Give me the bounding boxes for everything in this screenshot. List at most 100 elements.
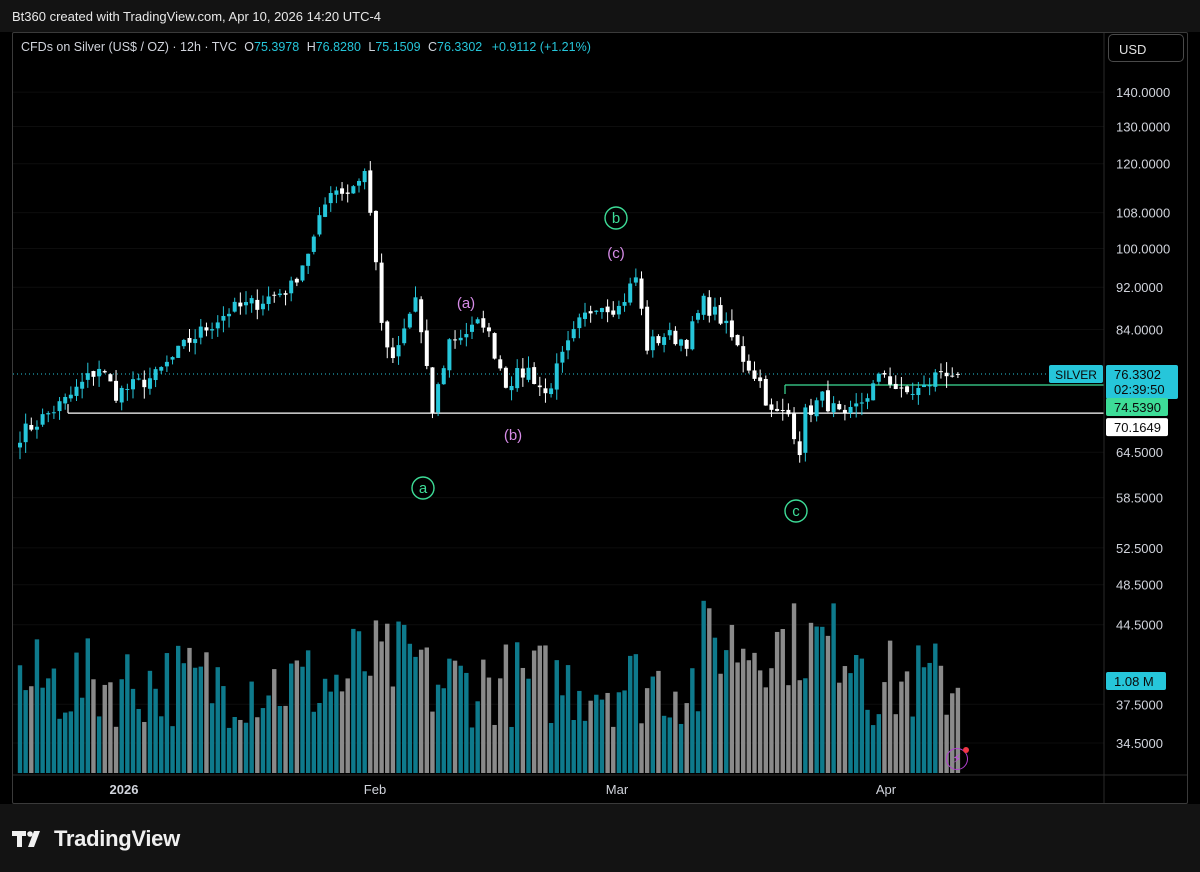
wave-label-c: (c) (607, 245, 625, 262)
volume-bar (695, 711, 701, 773)
lightning-bolt-icon[interactable]: ⚡ (946, 747, 969, 770)
volume-bar (520, 667, 526, 773)
volume-bar (780, 629, 785, 773)
volume-bar (808, 622, 814, 773)
volume-bar (746, 660, 752, 773)
volume-bar (96, 716, 102, 773)
candle-body (323, 204, 328, 217)
volume-bar (763, 687, 768, 773)
volume-bar (774, 631, 780, 773)
open-label: O (244, 40, 255, 54)
candle-body (656, 336, 661, 344)
candle-body (373, 210, 378, 263)
candle-body (147, 378, 152, 389)
volume-bar (430, 711, 435, 773)
tradingview-logo[interactable]: TradingView (12, 826, 180, 852)
candle-body (560, 351, 565, 363)
volume-bar (390, 686, 396, 773)
candle-body (690, 321, 695, 350)
volume-bar (209, 703, 215, 773)
candle-body (594, 310, 599, 312)
candle-body (283, 293, 288, 295)
volume-bar (588, 700, 593, 773)
volume-bar (515, 642, 520, 773)
volume-bar (735, 662, 740, 773)
volume-bar (543, 645, 548, 773)
candle-body (944, 372, 949, 377)
volume-bar (407, 643, 413, 773)
volume-bar (469, 727, 475, 773)
candle-body (97, 368, 102, 377)
volume-bar (249, 681, 254, 773)
candle-body (441, 368, 446, 385)
candle-body (464, 334, 469, 338)
candle-body (537, 385, 542, 388)
volume-bar (831, 603, 836, 773)
volume-bar (277, 705, 283, 773)
volume-bar (85, 638, 90, 773)
volume-bar (650, 676, 655, 773)
price-tick-label: 84.0000 (1116, 322, 1163, 337)
volume-bar (57, 718, 62, 773)
volume-bar (577, 690, 582, 773)
candle-body (712, 306, 717, 315)
footer-bar (0, 804, 1200, 872)
candle-body (430, 367, 435, 413)
candle-body (803, 407, 808, 453)
candle-body (509, 386, 514, 391)
volume-bar (605, 692, 610, 773)
candle-body (814, 400, 819, 417)
candle-body (470, 324, 474, 332)
candle-body (413, 297, 418, 312)
candle-body (735, 334, 740, 346)
candle-body (859, 402, 864, 404)
candle-body (746, 360, 751, 371)
candle-body (170, 357, 175, 360)
candle-body (419, 299, 424, 333)
candle-body (549, 388, 554, 395)
symbol-name: CFDs on Silver (US$ / OZ) · 12h · TVC (21, 40, 237, 54)
volume-bar (255, 717, 260, 773)
price-tick-label: 44.5000 (1116, 618, 1163, 633)
candle-body (74, 386, 79, 396)
volume-bar (102, 684, 107, 773)
candle-body (854, 403, 859, 407)
volume-bar (402, 624, 407, 773)
candle-body (249, 298, 254, 304)
volume-bar (741, 648, 746, 773)
candle-body (142, 379, 147, 388)
low-value: 75.1509 (375, 40, 421, 54)
candle-body (893, 383, 898, 390)
candle-body (729, 320, 734, 338)
candle-body (797, 441, 802, 456)
volume-bar (899, 681, 904, 773)
candle-body (340, 188, 345, 194)
time-tick-label: Mar (606, 782, 629, 797)
volume-bar (418, 649, 424, 773)
candle-body (385, 321, 390, 348)
volume-bar (904, 671, 910, 773)
resistance-price-tag (1106, 397, 1168, 416)
volume-bar (933, 643, 938, 773)
volume-bar (622, 690, 627, 773)
volume-bar (91, 679, 96, 773)
candle-body (266, 296, 271, 304)
volume-bar (950, 693, 955, 773)
price-tick-label: 130.0000 (1116, 120, 1170, 135)
volume-bar (317, 703, 322, 773)
volume-bar (724, 650, 729, 773)
candle-body (453, 339, 458, 341)
candle-body (131, 379, 135, 390)
currency-button[interactable]: USD (1108, 34, 1184, 62)
volume-bar (786, 685, 791, 773)
volume-bar (537, 645, 542, 773)
candle-body (662, 337, 667, 345)
candle-body (181, 339, 186, 347)
candle-body (848, 406, 853, 413)
volume-bar (379, 641, 384, 773)
price-tick-label: 120.0000 (1116, 157, 1170, 172)
candle-body (927, 384, 932, 387)
price-tick-label: 52.5000 (1116, 541, 1163, 556)
candle-body (210, 329, 215, 331)
